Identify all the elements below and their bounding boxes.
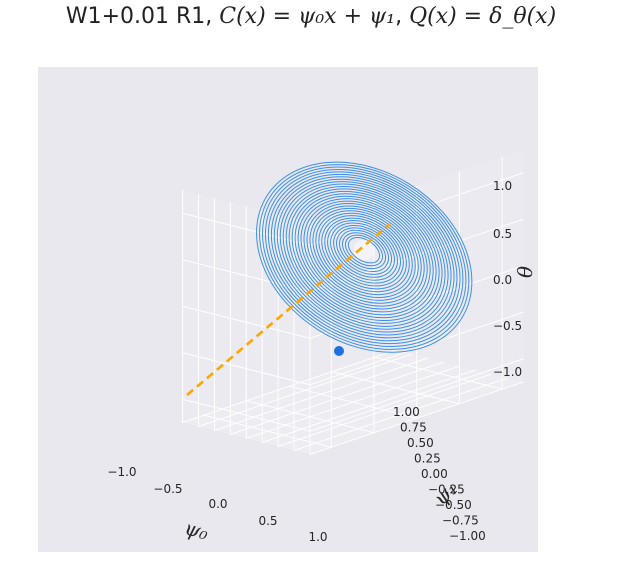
x-tick-label: −1.0 (107, 465, 136, 479)
gridline-y-floor (198, 353, 413, 427)
z-tick-label: 0.0 (493, 273, 512, 287)
y-tick-label: 0.75 (400, 421, 427, 435)
z-axis-label: θ (513, 266, 537, 278)
contour-line (267, 171, 461, 342)
dashed-line (186, 223, 391, 396)
contour-line (315, 210, 413, 296)
x-tick-label: 1.0 (308, 530, 327, 544)
chart-title: W1+0.01 R1, C(x) = ψ₀x + ψ₁, Q(x) = δ_θ(… (0, 4, 622, 29)
x-tick-label: 0.0 (208, 497, 227, 511)
contour-line (303, 200, 425, 307)
gridline-y-floor (214, 357, 429, 431)
contour-line (309, 205, 419, 301)
z-tick-label: 0.5 (493, 227, 512, 241)
data-marks (186, 223, 391, 396)
y-tick-label: −0.75 (442, 514, 479, 528)
tick-labels: −1.0 −0.5 0.0 0.5 1.0 −1.00−0.75 −0.50−0.25 0.0… (107, 179, 522, 544)
contour-line (259, 164, 470, 350)
gridline-z-left (182, 259, 311, 293)
contour-line (288, 188, 440, 322)
contour-line (294, 193, 434, 316)
contour-line (297, 195, 431, 313)
y-tick-label: 0.00 (421, 467, 448, 481)
contour-line (330, 222, 398, 281)
gridline-y-floor (230, 361, 444, 435)
contour-line (321, 215, 407, 290)
title-q-label: Q(x) = δ_θ(x) (409, 4, 557, 29)
gridline-z-left (182, 352, 311, 386)
gridline-z-back (309, 311, 524, 386)
contour-line (261, 166, 467, 347)
contour-line (291, 190, 437, 319)
y-tick-label: 0.50 (407, 436, 434, 450)
contour-center (354, 240, 374, 260)
y-tick-label: −0.25 (428, 483, 465, 497)
y-tick-label: −0.50 (435, 498, 472, 512)
contour-line (327, 220, 401, 284)
y-tick-label: 1.00 (393, 405, 420, 419)
gridline-y-floor (246, 365, 460, 439)
contour-line (324, 217, 404, 287)
x-tick-label: 0.5 (258, 514, 277, 528)
y-tick-label: −1.00 (449, 529, 486, 543)
contour-line (256, 161, 473, 353)
contour-line (285, 186, 443, 324)
contour-line (339, 229, 389, 273)
z-tick-label: 1.0 (493, 179, 512, 193)
title-prefix: W1+0.01 R1, (65, 4, 220, 29)
y-tick-label: 0.25 (414, 452, 441, 466)
z-tick-label: −0.5 (493, 319, 522, 333)
gridline-z-left (182, 212, 311, 246)
contour-line (273, 176, 455, 336)
gridline-y-floor (277, 373, 492, 447)
z-tick-label: −1.0 (493, 365, 522, 379)
contour-line (306, 203, 422, 304)
contour-line (333, 224, 395, 278)
contour-lines (256, 161, 473, 353)
contour-line (318, 212, 410, 293)
gridline-y-floor (262, 369, 476, 443)
gridline-z-left (182, 305, 311, 339)
x-tick-label: −0.5 (153, 482, 182, 496)
data-point (334, 346, 344, 356)
contour-line (342, 232, 387, 270)
contour-line (336, 227, 392, 275)
contour-line (276, 178, 452, 333)
gridline-z-back (309, 358, 524, 432)
contour-line (312, 207, 416, 298)
contour-line (279, 181, 449, 330)
gridline-z-left (182, 398, 311, 432)
contour-line (282, 183, 446, 327)
gridline-y-floor (309, 381, 524, 455)
gridline-y-floor (293, 377, 508, 451)
title-separator: , (395, 4, 410, 29)
contour-line (270, 173, 458, 339)
contour-line (264, 168, 464, 345)
gridline-y-floor (182, 349, 397, 423)
gridlines (182, 156, 524, 455)
contour-line (300, 198, 428, 310)
title-c-label: C(x) = ψ₀x + ψ₁ (219, 4, 396, 29)
